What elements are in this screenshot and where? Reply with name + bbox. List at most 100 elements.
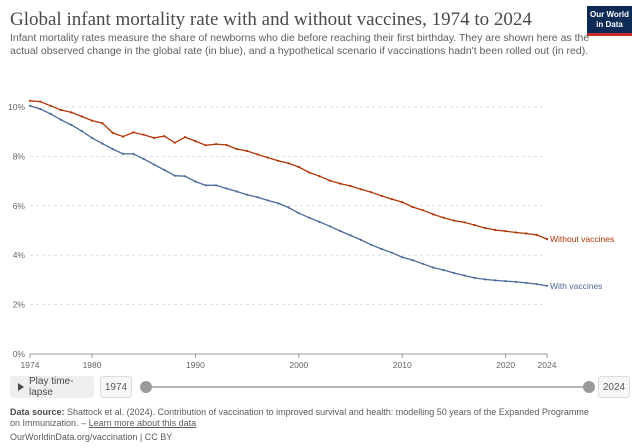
data-point bbox=[246, 193, 249, 196]
data-point bbox=[308, 216, 311, 219]
data-point bbox=[535, 233, 538, 236]
data-point bbox=[328, 179, 331, 182]
data-point bbox=[318, 220, 321, 223]
source-text: Shattock et al. (2024). Contribution of … bbox=[10, 407, 589, 428]
chart-subtitle: Infant mortality rates measure the share… bbox=[10, 32, 590, 57]
end-year-box[interactable]: 2024 bbox=[598, 376, 630, 398]
x-tick-label: 1974 bbox=[21, 360, 40, 370]
data-point bbox=[504, 280, 507, 283]
timeline-start-handle[interactable] bbox=[140, 381, 152, 393]
play-timelapse-button[interactable]: Play time-lapse bbox=[10, 376, 94, 398]
data-point bbox=[266, 156, 269, 159]
x-tick-label: 2010 bbox=[393, 360, 412, 370]
x-tick-label: 2000 bbox=[289, 360, 308, 370]
data-point bbox=[277, 202, 280, 205]
series-label: With vaccines bbox=[550, 281, 602, 291]
owid-logo[interactable]: Our World in Data bbox=[587, 6, 632, 36]
data-point bbox=[28, 99, 32, 102]
data-point bbox=[111, 131, 114, 134]
x-tick-label: 2020 bbox=[496, 360, 515, 370]
data-point bbox=[28, 104, 32, 107]
data-point bbox=[256, 196, 259, 199]
data-point bbox=[70, 123, 73, 127]
play-label: Play time-lapse bbox=[29, 376, 74, 398]
data-point bbox=[380, 194, 383, 197]
data-point bbox=[287, 206, 290, 209]
timeline-controls: Play time-lapse 1974 2024 bbox=[10, 376, 630, 398]
data-point bbox=[163, 168, 166, 172]
y-tick-label: 4% bbox=[13, 250, 26, 260]
data-point bbox=[483, 278, 487, 281]
x-tick-label: 2024 bbox=[538, 360, 557, 370]
data-point bbox=[101, 142, 104, 145]
data-point bbox=[215, 184, 218, 187]
data-point bbox=[246, 149, 249, 153]
data-point bbox=[122, 152, 125, 155]
data-point bbox=[49, 112, 52, 115]
series-line-with-vaccines bbox=[29, 105, 548, 287]
data-point bbox=[401, 201, 404, 204]
data-point bbox=[308, 171, 311, 174]
data-point bbox=[349, 234, 352, 237]
data-point bbox=[349, 184, 352, 188]
data-point bbox=[215, 143, 218, 146]
data-point bbox=[225, 187, 228, 190]
series-label: Without vaccines bbox=[550, 234, 614, 244]
data-point bbox=[194, 140, 197, 143]
data-point bbox=[59, 118, 63, 121]
start-year-box[interactable]: 1974 bbox=[100, 376, 132, 398]
data-point bbox=[90, 136, 94, 139]
data-point bbox=[163, 135, 166, 138]
learn-more-link[interactable]: Learn more about this data bbox=[88, 418, 197, 428]
x-tick-label: 1980 bbox=[83, 360, 102, 370]
data-point bbox=[39, 100, 42, 103]
timeline-end-handle[interactable] bbox=[583, 381, 595, 393]
series-line-without-vaccines bbox=[29, 100, 548, 240]
data-point bbox=[442, 216, 445, 219]
data-point bbox=[463, 221, 466, 224]
data-point bbox=[514, 280, 518, 283]
data-point bbox=[411, 259, 414, 262]
data-point bbox=[59, 108, 63, 112]
data-point bbox=[277, 159, 280, 162]
data-point bbox=[153, 136, 156, 139]
data-point bbox=[184, 175, 187, 178]
y-tick-label: 0% bbox=[13, 349, 26, 359]
data-point bbox=[359, 188, 362, 191]
data-point bbox=[39, 107, 42, 111]
data-point bbox=[142, 157, 145, 160]
source-label: Data source: bbox=[10, 407, 65, 417]
data-point bbox=[70, 111, 73, 114]
x-tick-label: 1990 bbox=[186, 360, 205, 370]
data-point bbox=[432, 213, 435, 216]
data-point bbox=[101, 122, 104, 125]
data-point bbox=[473, 224, 476, 227]
data-point bbox=[525, 281, 528, 284]
data-point bbox=[328, 225, 331, 228]
data-point bbox=[132, 152, 135, 155]
data-point bbox=[401, 256, 404, 259]
url-license[interactable]: OurWorldinData.org/vaccination | CC BY bbox=[10, 432, 173, 442]
data-point bbox=[545, 238, 549, 241]
y-tick-label: 6% bbox=[13, 201, 26, 211]
data-point bbox=[49, 104, 52, 107]
data-point bbox=[452, 271, 455, 275]
data-source: Data source: Shattock et al. (2024). Con… bbox=[10, 407, 589, 428]
data-point bbox=[132, 131, 135, 134]
data-point bbox=[370, 243, 373, 246]
data-point bbox=[452, 219, 455, 222]
data-point bbox=[225, 143, 228, 147]
data-point bbox=[266, 199, 269, 202]
data-point bbox=[339, 182, 342, 185]
data-point bbox=[194, 180, 197, 183]
logo-line-2: in Data bbox=[596, 20, 623, 29]
data-point bbox=[390, 198, 393, 201]
timeline-slider-track[interactable] bbox=[146, 386, 589, 388]
data-point bbox=[473, 276, 476, 279]
data-point bbox=[90, 119, 94, 122]
data-point bbox=[432, 266, 435, 269]
data-point bbox=[256, 153, 259, 156]
data-point bbox=[525, 232, 528, 235]
data-point bbox=[235, 190, 238, 193]
data-point bbox=[204, 184, 207, 187]
